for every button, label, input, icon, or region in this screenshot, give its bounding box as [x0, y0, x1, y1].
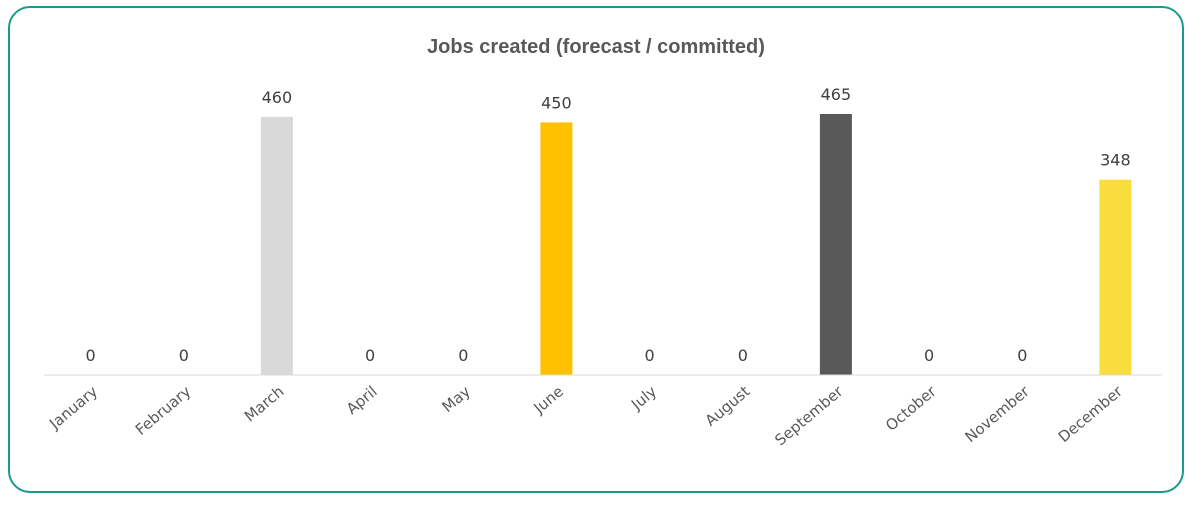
x-tick-label-november: November: [962, 382, 1034, 446]
x-tick-label-july: July: [627, 382, 660, 414]
x-tick-label-september: September: [771, 382, 847, 450]
bar-june: [540, 122, 573, 376]
chart-title: Jobs created (forecast / committed): [427, 36, 765, 58]
value-label-january: 0: [86, 346, 96, 365]
value-label-november: 0: [1017, 346, 1027, 365]
bar-december: [1099, 179, 1132, 375]
value-label-october: 0: [924, 346, 934, 365]
x-tick-label-august: August: [702, 382, 754, 430]
value-label-september: 465: [821, 85, 852, 104]
value-label-february: 0: [179, 346, 189, 365]
value-label-july: 0: [645, 346, 655, 365]
value-label-group: 0 0 460 0 0 450 0 0 465 0 0 348: [86, 85, 1131, 365]
value-label-march: 460: [262, 88, 293, 107]
x-tick-label-april: April: [343, 382, 381, 418]
x-tick-label-october: October: [882, 382, 940, 435]
value-label-june: 450: [541, 93, 572, 112]
value-label-may: 0: [458, 346, 468, 365]
value-label-april: 0: [365, 346, 375, 365]
x-tick-label-december: December: [1055, 382, 1127, 446]
x-tick-label-january: January: [45, 382, 101, 433]
x-tick-label-june: June: [530, 382, 567, 417]
bar-march: [260, 116, 293, 376]
x-tick-label-march: March: [241, 382, 288, 425]
bar-september: [819, 114, 852, 375]
x-tick-label-group: January February March April May June July Augu…: [45, 382, 1126, 450]
chart-frame: [8, 6, 1184, 493]
value-label-august: 0: [738, 346, 748, 365]
value-label-december: 348: [1100, 151, 1131, 170]
x-tick-label-february: February: [132, 382, 195, 439]
x-tick-label-may: May: [439, 382, 474, 416]
bar-group: [260, 114, 1132, 376]
